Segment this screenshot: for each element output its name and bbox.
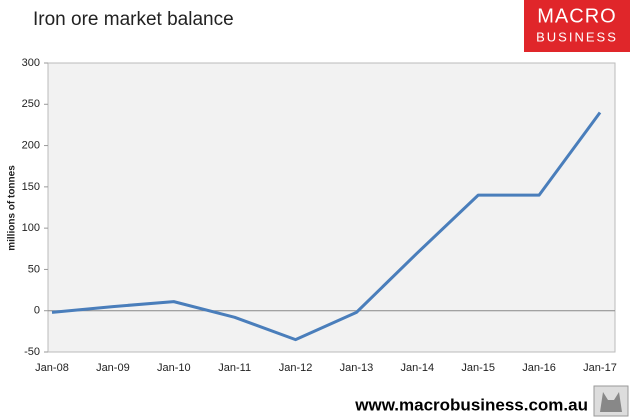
x-tick-label: Jan-10 [157, 362, 191, 374]
y-tick-label: -50 [24, 346, 40, 358]
y-tick-label: 250 [22, 98, 40, 110]
x-tick-label: Jan-17 [583, 362, 617, 374]
logo-box [524, 0, 630, 52]
y-tick-label: 150 [22, 181, 40, 193]
x-tick-label: Jan-14 [401, 362, 435, 374]
data-line [51, 111, 602, 342]
logo-text: BUSINESS [536, 29, 618, 44]
y-tick-label: 0 [34, 305, 40, 317]
x-tick-label: Jan-13 [340, 362, 374, 374]
y-tick-label: 50 [28, 263, 40, 275]
logo-text: MACRO [537, 5, 616, 27]
x-tick-label: Jan-11 [218, 362, 251, 374]
wolf-icon [593, 385, 629, 417]
y-tick-label: 100 [22, 222, 40, 234]
x-tick-label: Jan-08 [35, 362, 69, 374]
x-tick-label: Jan-09 [96, 362, 130, 374]
y-tick-label: 300 [22, 57, 40, 69]
chart-title: Iron ore market balance [33, 9, 234, 30]
x-tick-label: Jan-16 [522, 362, 556, 374]
plot-area [47, 62, 616, 353]
footer: www.macrobusiness.com.au [354, 395, 588, 414]
y-tick-label: 200 [22, 139, 40, 151]
y-axis-label: millions of tonnes [7, 165, 18, 251]
x-tick-label: Jan-15 [461, 362, 495, 374]
x-tick-label: Jan-12 [279, 362, 313, 374]
